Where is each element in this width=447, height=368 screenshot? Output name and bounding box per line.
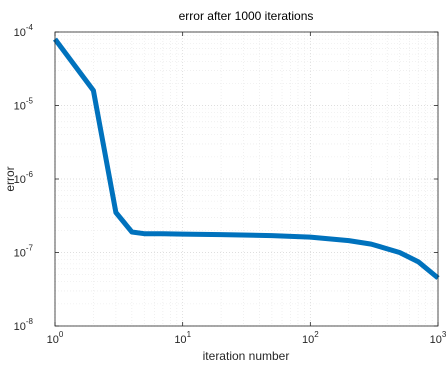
x-tick-exponent: 0 — [59, 330, 64, 339]
series-line — [52, 37, 440, 280]
y-tick-exponent: -7 — [26, 244, 34, 253]
x-tick-exponent: 2 — [314, 330, 319, 339]
grid-layer — [54, 31, 439, 327]
x-tick-label: 102 — [302, 330, 319, 346]
x-tick-label: 103 — [430, 330, 447, 346]
y-tick-exponent: -6 — [26, 170, 34, 179]
series-layer — [52, 37, 440, 280]
y-tick-exponent: -4 — [26, 23, 34, 32]
x-tick-exponent: 1 — [187, 330, 192, 339]
chart-title: error after 1000 iterations — [179, 9, 314, 23]
y-tick-exponent: -8 — [26, 317, 34, 326]
y-tick-label: 10-4 — [14, 23, 34, 39]
y-tick-exponent: -5 — [26, 97, 34, 106]
x-tick-label: 101 — [174, 330, 191, 346]
y-axis-label: error — [3, 166, 17, 191]
x-axis-label: iteration number — [203, 349, 290, 363]
y-tick-label: 10-7 — [14, 244, 34, 260]
x-tick-exponent: 3 — [442, 330, 447, 339]
x-tick-label: 100 — [47, 330, 64, 346]
y-tick-label: 10-8 — [14, 317, 34, 333]
y-tick-label: 10-5 — [14, 97, 34, 113]
